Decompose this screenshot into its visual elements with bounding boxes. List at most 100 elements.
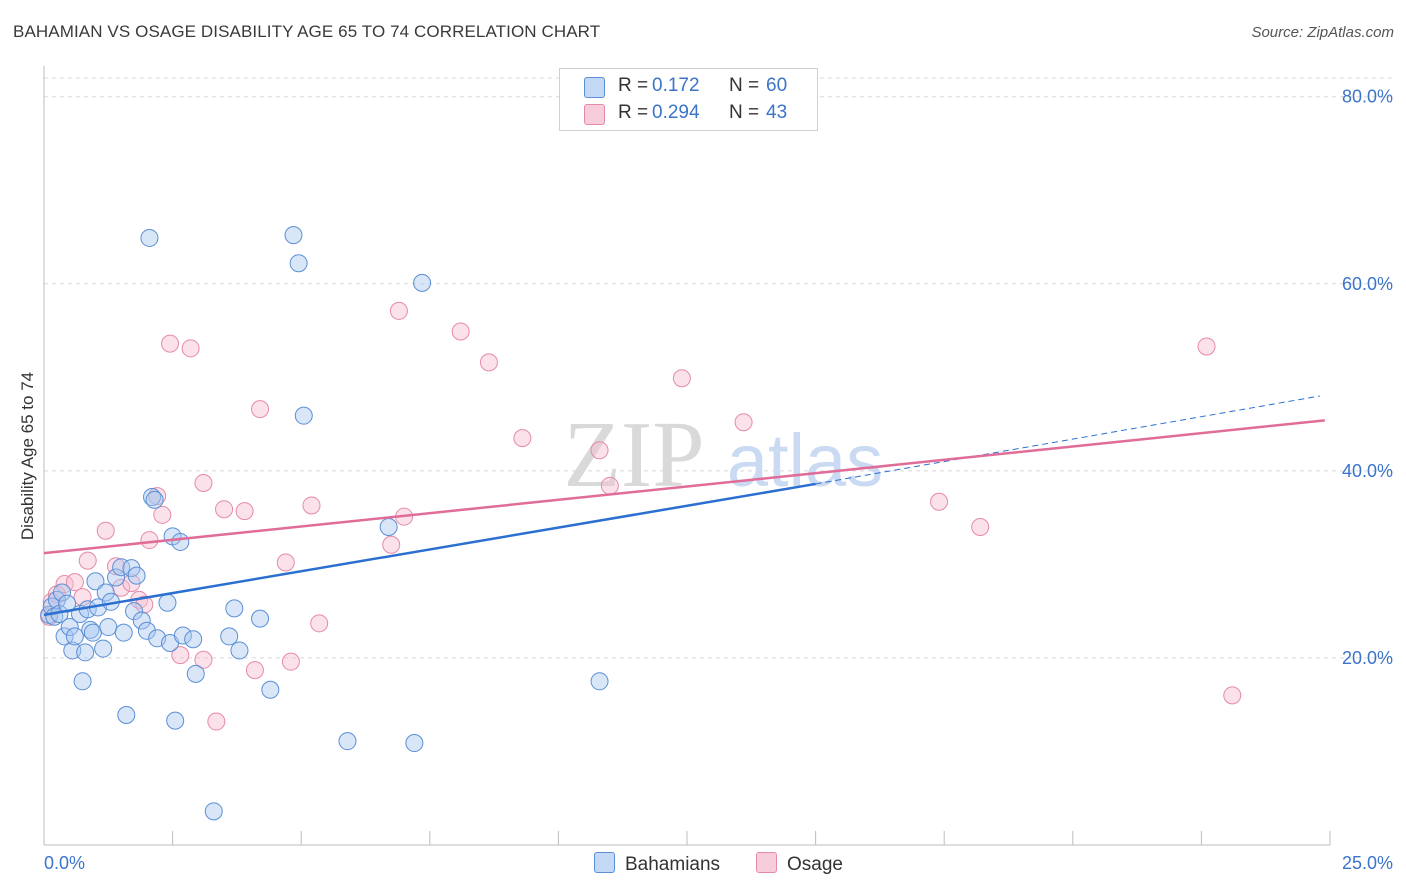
osage-point [181,339,200,358]
bahamians-trend-extension [815,395,1320,485]
legend-osage[interactable]: Osage [756,852,843,876]
legend-swatch-pink [584,104,605,125]
watermark: ZIP atlas [564,403,884,507]
y-tick-label: 40.0% [1342,461,1393,481]
bahamians-point [60,618,79,637]
bahamians-point [294,406,313,425]
legend-r-value: 0.172 [652,75,700,96]
bahamians-point [251,609,270,628]
legend-n-value: 43 [766,102,788,123]
legend-swatch-blue [584,77,605,98]
osage-point [135,595,154,614]
bahamians-point [94,639,113,658]
osage-point [479,353,498,372]
grid-lines [44,77,1393,659]
osage-point [281,652,300,671]
legend-bahamians-label: Bahamians [625,854,721,875]
bahamians-point [173,626,192,645]
legend-bahamians[interactable]: Bahamians [594,852,720,876]
watermark-zip: ZIP [564,403,705,507]
bahamians-point [132,611,151,630]
bahamians-point [145,490,164,509]
x-tick-label: 0.0% [44,853,85,873]
osage-point [1197,337,1216,356]
osage-trend-line [43,419,1325,555]
bahamians-point [184,630,203,649]
bahamians-point [81,620,100,639]
bahamians-point [289,254,308,273]
legend-r-label: R = [618,75,649,96]
bahamians-point [338,732,357,751]
osage-point [389,301,408,320]
osage-point [600,476,619,495]
axes [43,66,1331,846]
bahamians-point [284,226,303,245]
bahamians-point [73,672,92,691]
bahamians-point [53,583,72,602]
bahamians-point [83,623,102,642]
legend-n-value: 60 [766,75,788,96]
bahamians-point [117,705,136,724]
osage-point [161,334,180,353]
bahamians-point [114,623,133,642]
bahamians-point [379,517,398,536]
legend-swatch-blue [594,852,615,873]
bahamians-point [590,672,609,691]
osage-point [672,369,691,388]
osage-point [245,661,264,680]
bahamians-point [96,583,115,602]
watermark-atlas: atlas [727,419,883,502]
bahamians-point [55,627,74,646]
bahamians-point [158,593,177,612]
bahamians-trend-line [43,482,816,617]
y-tick-label: 60.0% [1342,274,1393,294]
osage-point [78,551,97,570]
legend-n-label: N = [729,75,760,96]
osage-point [215,500,234,519]
osage-point [251,400,270,419]
osage-point [171,646,190,665]
bahamians-point [76,643,95,662]
osage-point [513,429,532,448]
source-label: Source: ZipAtlas.com [1251,24,1394,41]
osage-point [153,505,172,524]
bahamians-point [166,711,185,730]
osage-point [140,531,159,550]
osage-point [1223,686,1242,705]
legend-n-label: N = [729,102,760,123]
legend-r-value: 0.294 [652,102,700,123]
bahamians-point [143,488,162,507]
osage-point [302,496,321,515]
legend-r-label: R = [618,102,649,123]
legend-osage-label: Osage [787,854,843,875]
bahamians-point [127,566,146,585]
bahamians-point [204,802,223,821]
bahamians-point [112,558,131,577]
osage-point [65,573,84,592]
bahamians-point [261,680,280,699]
bahamians-point [65,627,84,646]
osage-point [276,553,295,572]
osage-point [930,492,949,511]
osage-point [194,474,213,493]
y-axis-label: Disability Age 65 to 74 [18,372,37,540]
osage-point [207,712,226,731]
osage-point [194,650,213,669]
bahamians-point [171,532,190,551]
y-tick-label: 20.0% [1342,648,1393,668]
bahamians-point [140,228,159,247]
bahamians-point [99,618,118,637]
osage-point [451,322,470,341]
bahamians-point [137,621,156,640]
stats-legend: R = 0.172 N = 60 R = 0.294 N = 43 [559,68,818,131]
bahamians-point [107,568,126,587]
bahamians-point [220,627,239,646]
osage-point [590,441,609,460]
osage-point [971,517,990,536]
bahamians-point [125,602,144,621]
osage-point [382,535,401,554]
chart-title: BAHAMIAN VS OSAGE DISABILITY AGE 65 TO 7… [13,22,601,41]
trend-lines [43,395,1325,617]
bahamians-point [405,734,424,753]
